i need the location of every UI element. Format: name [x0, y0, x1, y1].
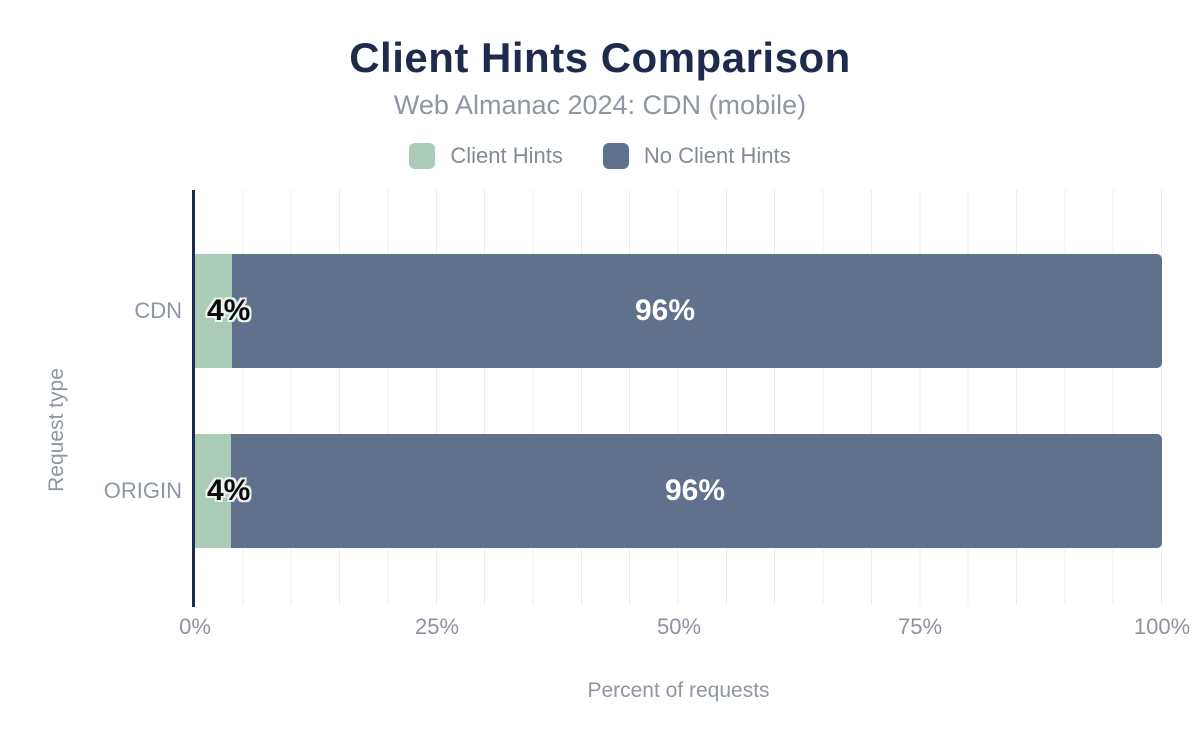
legend-swatch-client-hints-icon — [409, 143, 436, 169]
chart-title: Client Hints Comparison — [349, 34, 851, 81]
x-tick-label-100: 100% — [1133, 614, 1191, 639]
x-tick-label-50: 50% — [656, 614, 702, 639]
bar-segment-cdn-client-hints[interactable] — [195, 254, 232, 368]
x-tick-label-25: 25% — [414, 614, 460, 639]
x-axis-title: Percent of requests — [587, 679, 770, 702]
legend-item-no-client-hints[interactable]: No Client Hints — [602, 143, 791, 169]
legend-swatch-no-client-hints-icon — [602, 143, 629, 169]
y-tick-label-cdn: CDN — [134, 298, 182, 323]
legend-label-no-client-hints: No Client Hints — [643, 143, 791, 168]
y-axis-line — [192, 190, 195, 607]
bar-segment-origin-no-client-hints[interactable] — [231, 434, 1162, 548]
legend-label-client-hints: Client Hints — [450, 143, 563, 168]
bar-row-origin: 4% 96% — [195, 434, 1162, 548]
bar-label-origin-no-client-hints: 96% — [664, 474, 726, 507]
chart-subtitle: Web Almanac 2024: CDN (mobile) — [393, 90, 807, 120]
bar-label-cdn-no-client-hints: 96% — [634, 294, 696, 327]
x-tick-label-75: 75% — [897, 614, 943, 639]
legend-item-client-hints[interactable]: Client Hints — [409, 143, 563, 169]
bar-label-cdn-client-hints: 4% — [207, 294, 251, 327]
bar-label-origin-client-hints: 4% — [207, 474, 251, 507]
y-axis-title: Request type — [45, 368, 68, 492]
x-tick-label-0: 0% — [179, 614, 211, 639]
bar-row-cdn: 4% 96% — [195, 254, 1162, 368]
y-tick-label-origin: ORIGIN — [103, 478, 182, 503]
plot-area: 4% 96% 4% 96% — [192, 190, 1162, 607]
bar-segment-cdn-no-client-hints[interactable] — [232, 254, 1162, 368]
legend: Client Hints No Client Hints — [0, 143, 1200, 169]
bar-segment-origin-client-hints[interactable] — [195, 434, 231, 548]
